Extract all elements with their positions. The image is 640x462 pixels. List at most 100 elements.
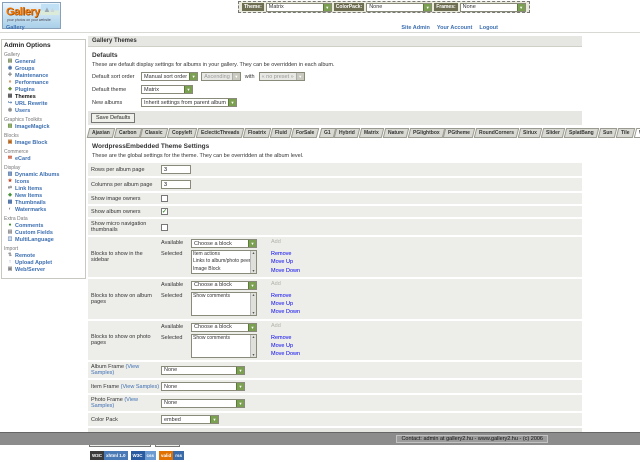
tab-pgtheme[interactable]: PGtheme [443,128,476,138]
show-image-owners-checkbox[interactable] [161,195,168,202]
move-down-link[interactable]: Move Down [271,309,301,316]
blocks-to-show-on-photo-pages-selected-list[interactable]: Show comments ▲ ▼ [191,333,257,358]
tab-sun[interactable]: Sun [597,128,618,138]
sidebar-item-performance[interactable]: » Performance [4,79,83,86]
tab-eclecticthreads[interactable]: EclecticThreads [195,128,245,138]
tab-nature[interactable]: Nature [382,128,409,138]
sidebar-item-icons[interactable]: ★ Icons [4,178,83,185]
scroll-down-icon[interactable]: ▼ [251,269,256,273]
move-up-link[interactable]: Move Up [271,342,294,349]
rows-per-album-page-input[interactable] [161,165,191,174]
photo-frame-select[interactable]: None ▼ [161,398,245,408]
sidebar-item-remote[interactable]: ⇅ Remote [4,252,83,259]
colorpackselect[interactable]: None ▼ [366,2,433,12]
add-link[interactable]: Add [271,239,281,245]
tab-carbon[interactable]: Carbon [113,128,142,138]
tab-forsale[interactable]: ForSale [290,128,320,138]
show-album-owners-checkbox[interactable]: ✓ [161,208,168,215]
tab-siriux[interactable]: Siriux [518,128,543,138]
breadcrumb-gallery-link[interactable]: Gallery [6,25,25,31]
logout-link[interactable]: Logout [479,25,498,31]
css-badge[interactable]: W3C css [130,451,157,461]
sidebar-item-link-items[interactable]: ⇄ Link Items [4,185,83,192]
sidebar-item-general[interactable]: ▤ General [4,58,83,65]
move-up-link[interactable]: Move Up [271,259,294,266]
sidebar-item-multilanguage[interactable]: ◫ MultiLanguage [4,236,83,243]
sidebar-item-upload-applet[interactable]: ↑ Upload Applet [4,259,83,266]
move-down-link[interactable]: Move Down [271,351,301,357]
save-defaults-button[interactable]: Save Defaults [91,113,136,123]
themeselect[interactable]: Matrix ▼ [265,2,332,12]
blocks-to-show-on-photo-pages-available-select[interactable]: Choose a block ▼ [191,322,257,332]
view-samples-link[interactable]: (View Samples) [120,383,160,390]
scroll-up-icon[interactable]: ▲ [251,334,256,339]
tab-g1[interactable]: G1 [318,128,336,138]
album-frame-select[interactable]: None ▼ [161,365,245,375]
tab-hybrid[interactable]: Hybrid [333,128,361,138]
scroll-up-icon[interactable]: ▲ [251,292,256,297]
sidebar-item-dynamic-albums[interactable]: ▥ Dynamic Albums [4,171,83,178]
listbox-item[interactable]: Image Block [193,265,221,272]
tab-fluid[interactable]: Fluid [269,128,293,138]
tab-roundcorners[interactable]: RoundCorners [474,128,520,138]
sidebar-item-plugins[interactable]: ◆ Plugins [4,86,83,93]
listbox-scrollbar[interactable]: ▲ ▼ [250,251,256,273]
tab-wordpressembedded[interactable]: WordpressEmbedded [633,128,640,138]
add-link[interactable]: Add [271,322,281,329]
new-albums-select[interactable]: Inherit settings from parent album ▼ [141,98,237,107]
sidebar-item-ecard[interactable]: ✉ eCard [4,155,83,162]
site-admin-link[interactable]: Site Admin [401,25,430,31]
sidebar-item-thumbnails[interactable]: ▦ Thumbnails [4,199,83,206]
xhtml-badge[interactable]: W3C xhtml 1.0 [90,451,128,461]
listbox-item[interactable]: Show comments [193,292,230,299]
show-micro-navigation-thumbnails-checkbox[interactable] [161,223,168,231]
scroll-down-icon[interactable]: ▼ [251,310,256,315]
tab-classic[interactable]: Classic [140,128,169,138]
tab-matrix[interactable]: Matrix [358,128,385,138]
default-sort-order-select[interactable]: Manual sort order ▼ [141,72,199,81]
default-theme-select[interactable]: Matrix ▼ [141,85,193,94]
blocks-to-show-on-album-pages-selected-list[interactable]: Show comments ▲ ▼ [191,291,257,316]
tab-splatbang[interactable]: SplatBang [563,128,600,138]
sidebar-item-themes[interactable]: ▦ Themes [4,93,83,100]
tab-pglightbox[interactable]: PGlightbox [407,128,445,138]
rss-badge[interactable]: valid rss [159,451,185,461]
listbox-item[interactable]: Links to album/photo peers [193,258,250,265]
sidebar-item-new-items[interactable]: ◈ New Items [4,192,83,199]
remove-link[interactable]: Remove [271,292,292,299]
sidebar-item-groups[interactable]: ◉ Groups [4,65,83,72]
item-frame-select[interactable]: None ▼ [161,382,245,392]
remove-link[interactable]: Remove [271,334,292,341]
sidebar-item-web-server[interactable]: ▣ Web/Server [4,266,83,273]
blocks-to-show-on-album-pages-available-select[interactable]: Choose a block ▼ [191,280,257,290]
sidebar-item-image-block[interactable]: ▣ Image Block [4,139,83,146]
add-link[interactable]: Add [271,280,281,287]
sidebar-item-comments[interactable]: ● Comments [4,222,83,229]
view-samples-link[interactable]: (View Samples) [91,397,138,410]
sidebar-item-url-rewrite[interactable]: ↪ URL Rewrite [4,100,83,107]
blocks-to-show-in-the-sidebar-available-select[interactable]: Choose a block ▼ [191,239,257,248]
remove-link[interactable]: Remove [271,251,292,257]
framesselect[interactable]: None ▼ [459,2,526,12]
sidebar-item-watermarks[interactable]: ◐ Watermarks [4,206,83,213]
scroll-up-icon[interactable]: ▲ [251,251,256,255]
your-account-link[interactable]: Your Account [436,25,473,31]
move-down-link[interactable]: Move Down [271,267,301,274]
listbox-item[interactable]: Item actions [193,251,220,257]
blocks-to-show-in-the-sidebar-selected-list[interactable]: Item actions Links to album/photo peers Im… [191,250,257,274]
view-samples-link[interactable]: (View Samples) [91,364,140,377]
tab-ajaxian[interactable]: Ajaxian [86,128,116,138]
listbox-item[interactable]: Show comments [193,334,230,341]
tab-slider[interactable]: Slider [540,128,566,138]
listbox-scrollbar[interactable]: ▲ ▼ [250,292,256,315]
columns-per-album-page-input[interactable] [161,180,191,189]
sidebar-item-users[interactable]: ◉ Users [4,107,83,114]
scroll-down-icon[interactable]: ▼ [251,352,256,357]
listbox-scrollbar[interactable]: ▲ ▼ [250,334,256,357]
sidebar-item-maintenance[interactable]: ✚ Maintenance [4,72,83,79]
sidebar-item-custom-fields[interactable]: ▤ Custom Fields [4,229,83,236]
tab-floatrix[interactable]: Floatrix [242,128,272,138]
tab-copyleft[interactable]: Copyleft [166,128,198,138]
sidebar-item-imagemagick[interactable]: ▨ ImageMagick [4,123,83,130]
tab-tile[interactable]: Tile [616,128,636,138]
